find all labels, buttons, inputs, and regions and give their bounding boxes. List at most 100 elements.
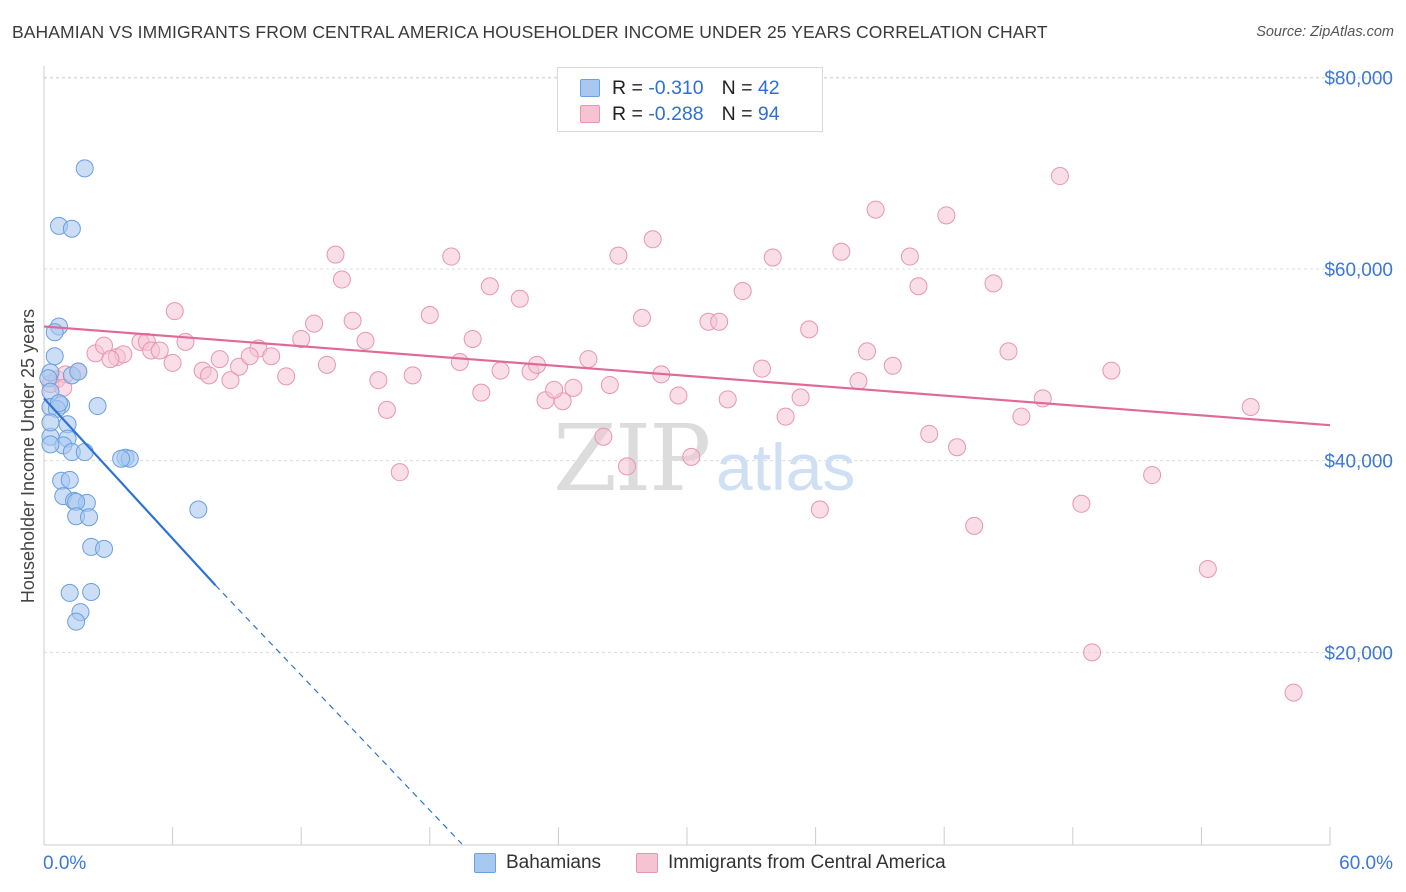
point-central-america xyxy=(632,308,651,327)
chart-title: BAHAMIAN VS IMMIGRANTS FROM CENTRAL AMER… xyxy=(12,22,1048,42)
point-central-america xyxy=(377,400,396,419)
point-bahamians xyxy=(60,470,79,489)
point-central-america xyxy=(480,277,499,296)
point-central-america xyxy=(866,200,885,219)
y-tick-label: $20,000 xyxy=(1324,643,1393,664)
point-central-america xyxy=(776,407,795,426)
y-tick-label: $60,000 xyxy=(1324,260,1393,281)
legend-label-bahamians: Bahamians xyxy=(506,852,602,873)
point-bahamians xyxy=(50,394,69,413)
point-central-america xyxy=(800,320,819,339)
point-central-america xyxy=(579,350,598,369)
point-central-america xyxy=(369,371,388,390)
point-central-america xyxy=(791,388,810,407)
y-axis-label: Householder Income Under 25 years xyxy=(18,309,38,603)
point-central-america xyxy=(832,242,851,261)
point-bahamians xyxy=(41,413,60,432)
point-central-america xyxy=(450,352,469,371)
point-central-america xyxy=(1198,559,1217,578)
axes xyxy=(43,66,1331,846)
point-central-america xyxy=(948,438,967,457)
correlation-legend: R = -0.310 N = 42 R = -0.288 N = 94 xyxy=(557,67,823,132)
point-central-america xyxy=(1083,643,1102,662)
legend-n-label: N = xyxy=(721,76,753,99)
point-central-america xyxy=(101,350,120,369)
trend-line-bahamians xyxy=(43,397,217,586)
legend-row-central-america: R = -0.288 N = 94 xyxy=(580,103,780,125)
point-central-america xyxy=(753,359,772,378)
point-central-america xyxy=(1102,361,1121,380)
point-central-america xyxy=(810,500,829,519)
point-bahamians xyxy=(69,362,88,381)
point-central-america xyxy=(305,314,324,333)
point-central-america xyxy=(210,350,229,369)
point-central-america xyxy=(600,375,619,394)
trend-line-bahamians-extension xyxy=(215,584,463,845)
point-central-america xyxy=(545,380,564,399)
point-central-america xyxy=(420,306,439,324)
x-tick-label: 60.0% xyxy=(1339,853,1393,874)
point-central-america xyxy=(594,427,613,446)
legend-r-label: R = xyxy=(612,76,643,99)
y-tick-label: $80,000 xyxy=(1324,68,1393,89)
point-central-america xyxy=(609,246,628,265)
point-bahamians xyxy=(60,583,79,602)
point-central-america xyxy=(1012,407,1031,426)
legend-item-bahamians[interactable]: Bahamians xyxy=(474,852,601,874)
point-central-america xyxy=(937,206,956,225)
watermark: ZIP atlas xyxy=(553,405,855,512)
point-central-america xyxy=(472,383,491,402)
point-central-america xyxy=(682,447,701,466)
point-central-america xyxy=(883,356,902,375)
point-central-america xyxy=(390,463,409,482)
point-central-america xyxy=(849,372,868,391)
point-central-america xyxy=(999,342,1018,361)
y-tick-label: $40,000 xyxy=(1324,452,1393,473)
point-central-america xyxy=(733,282,752,301)
point-bahamians xyxy=(112,449,131,468)
point-central-america xyxy=(463,329,482,348)
point-central-america xyxy=(163,353,182,372)
point-bahamians xyxy=(67,612,86,631)
point-central-america xyxy=(1050,167,1069,186)
point-central-america xyxy=(510,289,529,308)
legend-r-value: -0.310 xyxy=(648,76,704,99)
point-central-america xyxy=(356,331,375,350)
point-central-america xyxy=(564,378,583,397)
point-central-america xyxy=(277,367,296,386)
y-tick-labels: $20,000 $40,000 $60,000 $80,000 xyxy=(1324,68,1393,664)
trend-line-central-america xyxy=(43,325,1331,427)
point-central-america xyxy=(858,342,877,361)
point-bahamians xyxy=(82,582,101,601)
point-central-america xyxy=(909,277,928,296)
point-bahamians xyxy=(41,435,60,454)
point-central-america xyxy=(200,366,219,385)
legend-n-value: 42 xyxy=(757,76,780,99)
point-central-america xyxy=(491,361,510,380)
point-bahamians xyxy=(95,539,114,558)
point-central-america xyxy=(900,247,919,266)
point-central-america xyxy=(763,248,782,267)
point-central-america xyxy=(150,341,169,360)
point-central-america xyxy=(1284,683,1303,702)
point-bahamians xyxy=(80,508,99,527)
series-legend: Bahamians Immigrants from Central Americ… xyxy=(0,852,1406,878)
point-bahamians xyxy=(62,219,81,238)
legend-item-central-america[interactable]: Immigrants from Central America xyxy=(636,852,946,874)
point-central-america xyxy=(617,457,636,476)
legend-n-label: N = xyxy=(721,102,753,125)
point-central-america xyxy=(1143,466,1162,485)
legend-swatch-blue xyxy=(580,79,600,97)
point-central-america xyxy=(718,390,737,409)
legend-swatch-central-america xyxy=(636,853,658,873)
watermark-atlas: atlas xyxy=(716,430,855,504)
trend-lines xyxy=(43,325,1331,845)
point-central-america xyxy=(710,312,729,331)
legend-r-value: -0.288 xyxy=(648,102,704,125)
point-central-america xyxy=(343,311,362,330)
point-central-america xyxy=(221,371,240,390)
x-tick-label: 0.0% xyxy=(43,853,86,874)
point-central-america xyxy=(984,274,1003,293)
source-credit: Source: ZipAtlas.com xyxy=(1256,24,1394,40)
